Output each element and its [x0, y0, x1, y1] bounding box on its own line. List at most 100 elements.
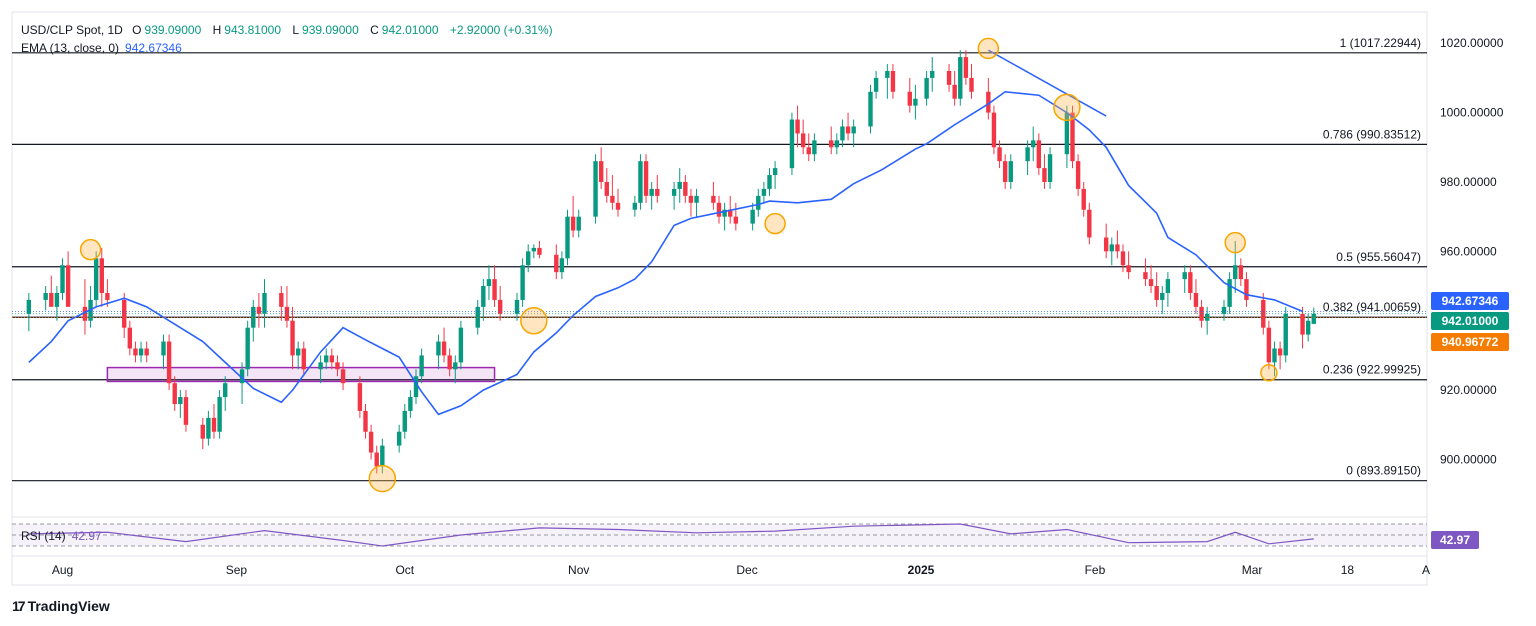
candle-body — [554, 254, 559, 273]
candle-body — [1311, 313, 1316, 324]
candle-body — [363, 410, 368, 432]
candle-body — [122, 299, 127, 328]
candle-body — [284, 306, 290, 321]
price-tag-text: 942.01000 — [1442, 314, 1499, 328]
candle-body — [969, 77, 974, 92]
candle-body — [655, 188, 660, 196]
candle-body — [60, 265, 65, 293]
candle-body — [565, 216, 570, 259]
candle-body — [986, 91, 991, 113]
candle-body — [750, 209, 755, 224]
candle-body — [211, 417, 217, 432]
fib-level-label: 0.382 (941.00659) — [1323, 300, 1421, 314]
time-tick-label: Sep — [226, 563, 248, 577]
time-axis[interactable]: Aug Sep Oct Nov Dec 2025 Feb Mar 18 A — [52, 563, 1430, 577]
candle-body — [419, 355, 424, 377]
candle-body — [172, 383, 177, 404]
candle-body — [138, 348, 144, 356]
price-tick-label: 960.00000 — [1440, 244, 1497, 258]
candle-body — [183, 397, 189, 425]
tradingview-brand[interactable]: 17 TradingView — [12, 598, 110, 614]
candle-body — [1148, 279, 1154, 287]
candle-body — [756, 195, 761, 210]
candle-body — [1160, 292, 1165, 300]
candle-body — [526, 251, 531, 266]
rsi-legend[interactable]: RSI (14) 42.97 — [21, 529, 102, 543]
candle-body — [772, 168, 778, 176]
candle-body — [795, 119, 800, 134]
price-tag-text: 940.96772 — [1442, 335, 1499, 349]
candle-body — [436, 341, 441, 356]
highlight-circle — [520, 306, 548, 335]
price-axis[interactable]: 1020.00000 1000.00000 980.00000 960.00000 92… — [1431, 36, 1509, 549]
candles — [26, 50, 1316, 474]
candle-body — [65, 265, 71, 307]
candle-body — [1025, 147, 1030, 162]
candle-body — [290, 320, 295, 356]
candle-body — [54, 292, 60, 307]
support-box — [106, 366, 496, 383]
candle-body — [997, 147, 1002, 162]
ohlc-close: 942.01000 — [381, 23, 439, 37]
candle-body — [728, 209, 733, 217]
candle-body — [144, 348, 149, 356]
fib-level-label: 0.786 (990.83512) — [1323, 127, 1421, 141]
candle-body — [1047, 154, 1053, 182]
candle-body — [845, 126, 851, 134]
candle-body — [576, 216, 581, 231]
candle-body — [868, 91, 873, 127]
candle-body — [767, 175, 772, 189]
candle-body — [368, 431, 374, 453]
candle-body — [1120, 251, 1126, 266]
candle-body — [447, 355, 452, 370]
candle-body — [851, 126, 856, 134]
time-tick-label: Mar — [1242, 563, 1263, 577]
ohlc-low-label: L — [292, 23, 300, 37]
candle-body — [722, 209, 727, 217]
ohlc-open-label: O — [132, 23, 142, 37]
candle-body — [711, 195, 716, 203]
candle-body — [279, 292, 284, 307]
ema-legend[interactable]: EMA (13, close, 0) 942.67346 — [21, 41, 182, 55]
candle-body — [1070, 112, 1075, 162]
symbol-legend: USD/CLP Spot, 1D O 939.09000 H 943.81000 L… — [21, 23, 561, 37]
candle-body — [458, 327, 464, 363]
highlight-circle — [368, 464, 397, 493]
candle-body — [413, 376, 419, 398]
candle-body — [963, 57, 969, 78]
candle-body — [324, 355, 329, 363]
candle-body — [1272, 348, 1277, 363]
candle-body — [789, 119, 795, 169]
candle-body — [1064, 112, 1070, 155]
candle-body — [329, 355, 335, 363]
candle-body — [683, 181, 688, 196]
highlight-circle — [764, 212, 786, 235]
candle-body — [239, 369, 245, 384]
candle-body — [604, 181, 609, 196]
candle-body — [598, 161, 604, 182]
ohlc-low: 939.09000 — [302, 23, 359, 37]
price-tick-label: 980.00000 — [1440, 175, 1497, 189]
candle-body — [834, 140, 840, 148]
candle-body — [402, 410, 407, 432]
candle-body — [1075, 161, 1081, 189]
candle-body — [1154, 286, 1159, 300]
candle-body — [223, 383, 228, 398]
rsi-legend-value: 42.97 — [71, 529, 102, 543]
candle-body — [1283, 313, 1288, 356]
candle-body — [677, 181, 682, 189]
candle-body — [1002, 161, 1008, 182]
candle-body — [632, 202, 638, 210]
ohlc-high: 943.81000 — [224, 23, 281, 37]
candle-body — [1233, 265, 1238, 280]
candle-body — [1199, 306, 1204, 321]
highlight-circle — [1053, 93, 1081, 122]
ohlc-high-label: H — [212, 23, 222, 37]
candle-body — [761, 188, 767, 196]
highlight-circle — [977, 37, 1000, 60]
candle-body — [492, 279, 497, 300]
candle-body — [335, 362, 340, 370]
candle-body — [161, 341, 166, 356]
candle-body — [733, 216, 739, 224]
